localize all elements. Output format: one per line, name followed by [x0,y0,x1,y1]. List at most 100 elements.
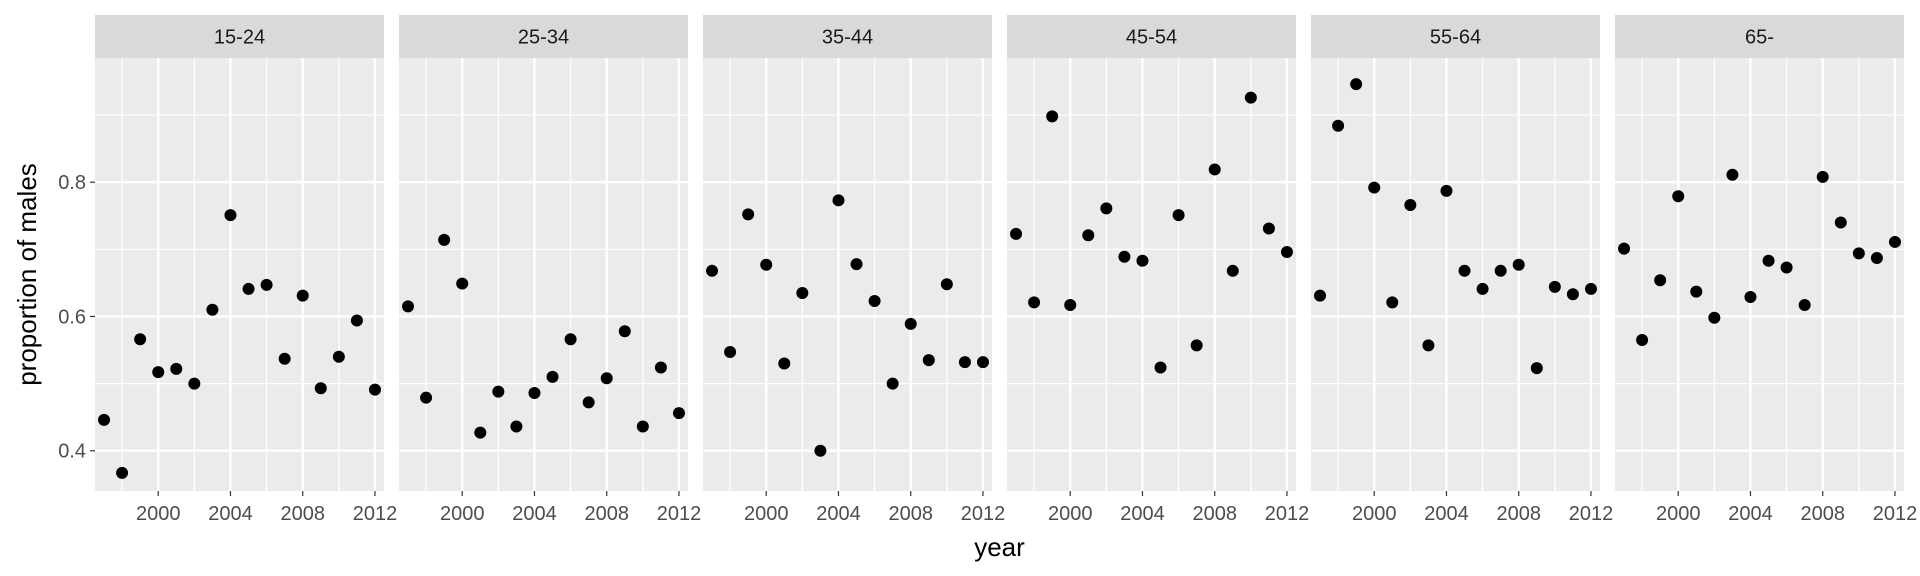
data-point [1332,119,1345,132]
data-point [1870,252,1883,265]
x-tick-label: 2012 [1569,503,1614,525]
x-tick-label: 2012 [1873,503,1918,525]
data-point [438,233,451,246]
data-point [1690,285,1703,298]
data-point [368,383,381,396]
data-point [940,278,953,291]
data-point [1118,250,1131,263]
data-point [1386,296,1399,309]
data-point [1440,184,1453,197]
x-tick-label: 2008 [1192,503,1237,525]
data-point [850,258,863,271]
data-point [350,314,363,327]
x-tick-label: 2000 [1656,503,1701,525]
data-point [904,317,917,330]
data-point [672,407,685,420]
data-point [976,356,989,369]
data-point [260,278,273,291]
x-tick-label: 2000 [744,503,789,525]
data-point [402,300,415,313]
data-point [1244,91,1257,104]
facet-strip-label: 35-44 [822,27,873,49]
data-point [1636,333,1649,346]
data-point [1404,199,1417,212]
facet-strip [1311,15,1600,58]
data-point [242,282,255,295]
data-point [278,352,291,365]
facet-panel: 15-24 [95,15,384,491]
data-point [1280,246,1293,259]
data-point [868,295,881,308]
panel-background [399,58,688,491]
facet-strip [399,15,688,58]
facet-strip-label: 45-54 [1126,27,1177,49]
x-tick-label: 2012 [1265,503,1310,525]
data-point [564,333,577,346]
data-point [1744,290,1757,303]
x-tick-label: 2012 [657,503,702,525]
data-point [474,426,487,439]
facet-strip [1615,15,1904,58]
y-tick-label: 0.6 [58,306,86,328]
data-point [152,366,165,379]
data-point [1618,242,1631,255]
x-tick-label: 2008 [280,503,325,525]
data-point [1584,282,1597,295]
data-point [510,420,523,433]
data-point [224,209,237,222]
data-point [706,264,719,277]
panel-background [1311,58,1600,491]
y-tick-label: 0.4 [58,441,86,463]
x-tick-label: 2000 [1048,503,1093,525]
data-point [1708,311,1721,324]
data-point [796,286,809,299]
facet-strip-label: 15-24 [214,27,265,49]
x-tick-label: 2004 [816,503,861,525]
data-point [1798,299,1811,312]
data-point [1654,274,1667,287]
facet-strip [703,15,992,58]
data-point [814,444,827,457]
data-point [832,194,845,207]
data-point [1530,362,1543,375]
data-point [206,303,219,316]
data-point [98,413,111,426]
data-point [170,362,183,375]
data-point [1726,168,1739,181]
panel-background [95,58,384,491]
x-tick-label: 2004 [1120,503,1165,525]
data-point [1672,190,1685,203]
y-tick-label: 0.8 [58,172,86,194]
data-point [1190,339,1203,352]
data-point [332,350,345,363]
x-tick-label: 2004 [1728,503,1773,525]
x-tick-label: 2004 [512,503,557,525]
facet-panel: 55-64 [1311,15,1600,491]
data-point [314,382,327,395]
data-point [724,346,737,359]
facet-panel: 25-34 [399,15,688,491]
facet-panel: 45-54 [1007,15,1296,491]
x-axes: 2000 2004 2008 2012 2000 2004 2008 2012 2000 2004… [136,491,1917,525]
data-point [188,377,201,390]
data-point [1566,288,1579,301]
facet-strip-label: 65- [1745,27,1774,49]
facet-panel: 35-44 [703,15,992,491]
x-tick-label: 2008 [888,503,933,525]
data-point [1368,181,1381,194]
data-point [654,361,667,374]
data-point [1010,227,1023,240]
data-point [1082,229,1095,242]
data-point [886,377,899,390]
facet-panel: 65- [1615,15,1904,491]
data-point [600,372,613,385]
data-point [582,396,595,409]
x-axis-title: year [974,532,1025,562]
data-point [296,289,309,302]
facet-panels: 15-24 25-34 35-44 45-54 55-64 65- [95,15,1904,491]
x-tick-label: 2008 [1496,503,1541,525]
x-tick-label: 2012 [353,503,398,525]
facet-strip-label: 25-34 [518,27,569,49]
x-tick-label: 2008 [1800,503,1845,525]
